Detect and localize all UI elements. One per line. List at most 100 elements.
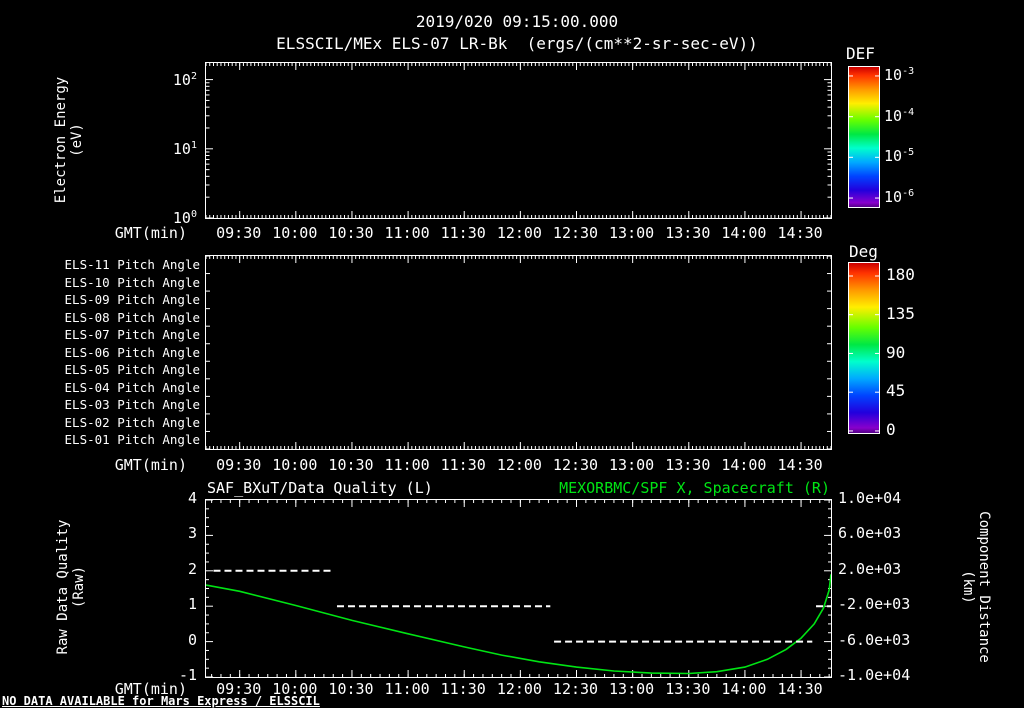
cb-tick-base: 10 [884,66,903,84]
pitch-angle-plot-area [206,256,831,449]
y-tick-base: 10 [172,71,191,89]
deg-colorbar-tick-label: 180 [886,265,915,284]
pitch-angle-row-label: ELS-03 Pitch Angle [64,397,200,413]
y-tick-exponent: 1 [190,140,197,151]
energy-axis-title: Electron Energy (eV) [53,40,87,240]
quality-distance-panel [205,499,832,678]
x-tick-label: 10:00 [272,456,318,474]
x-tick-label: 12:00 [496,224,542,242]
gmt-axis-label: GMT(min) [114,680,187,698]
x-tick-label: 12:00 [496,680,542,698]
x-tick-label: 13:30 [665,224,711,242]
x-tick-label: 14:00 [721,456,767,474]
def-colorbar [848,66,880,208]
quality-y-tick-label: 3 [187,524,197,543]
y-tick-exponent: 0 [190,209,197,220]
x-tick-label: 09:30 [216,456,262,474]
deg-colorbar-tick-label: 0 [886,420,896,439]
energy-y-tick-label: 100 [140,209,197,227]
no-data-notice: NO DATA AVAILABLE for Mars Express / ELS… [2,694,320,708]
x-tick-label: 14:00 [721,680,767,698]
deg-colorbar-tick-label: 90 [886,342,906,362]
pitch-angle-row-label: ELS-09 Pitch Angle [64,292,200,308]
distance-y-tick-label: 6.0e+03 [838,524,902,543]
y-tick-exponent: 2 [190,71,197,82]
def-colorbar-tick-label: 10-4 [884,107,954,125]
x-tick-label: 12:30 [552,680,599,698]
def-colorbar-title: DEF [846,44,875,63]
quality-y-tick-label: -1 [178,666,197,684]
x-tick-label: 11:30 [440,224,486,242]
def-colorbar-tick-label: 10-6 [884,188,954,206]
x-tick-label: 14:30 [777,680,823,698]
quality-y-tick-label: 0 [187,630,197,649]
cb-tick-base: 10 [884,188,903,206]
x-tick-label: 11:00 [384,224,430,242]
x-tick-label: 13:00 [609,456,655,474]
distance-y-tick-label: 1.0e+04 [838,489,902,507]
pitch-angle-row-label: ELS-08 Pitch Angle [64,309,200,325]
x-tick-label: 10:30 [328,680,374,698]
quality-series-title: SAF_BXuT/Data Quality (L) [207,479,433,497]
distance-y-tick-label: -6.0e+03 [838,630,911,649]
y-tick-base: 10 [172,209,191,227]
distance-axis-title-line1: Component Distance [976,511,992,663]
deg-colorbar-tick-label: 45 [886,381,906,401]
x-axis-labels-quality: 09:30 10:00 10:30 11:00 11:30 12:00 12:30 13:00… [205,680,830,698]
x-tick-label: 10:00 [272,224,318,242]
distance-y-tick-label: 2.0e+03 [838,559,902,578]
distance-axis-title-line2: (km) [960,570,976,604]
colorbar-ticks [849,75,879,199]
spectrogram-plot-area [206,63,831,218]
pitch-angle-row-label: ELS-02 Pitch Angle [64,414,200,430]
x-tick-label: 09:30 [216,224,262,242]
x-tick-label: 10:30 [328,224,374,242]
quality-distance-plot-area [206,500,831,677]
x-tick-label: 12:00 [496,456,542,474]
x-tick-label: 13:30 [665,456,711,474]
quality-axis-title-line2: (Raw) [71,565,87,609]
x-tick-label: 12:30 [552,456,599,474]
distance-y-tick-label: -2.0e+03 [838,595,911,614]
deg-colorbar-title: Deg [849,242,878,261]
x-tick-label: 10:00 [272,680,318,698]
x-tick-label: 11:00 [384,456,430,474]
quality-y-tick-label: 1 [187,595,197,614]
pitch-angle-row-label: ELS-01 Pitch Angle [64,432,200,448]
pitch-angle-row-label: ELS-04 Pitch Angle [64,379,200,395]
x-tick-label: 13:30 [665,680,711,698]
pitch-angle-panel [205,255,832,450]
x-tick-label: 13:00 [609,680,655,698]
x-tick-label: 14:00 [721,224,767,242]
gmt-axis-label: GMT(min) [114,224,187,242]
x-axis-labels-pitch: 09:30 10:00 10:30 11:00 11:30 12:00 12:30 13:00… [205,456,830,474]
distance-y-tick-label: -1.0e+04 [838,666,911,684]
deg-colorbar [848,262,880,434]
spacecraft-series-title: MEXORBMC/SPF X, Spacecraft (R) [559,479,830,497]
energy-y-tick-label: 102 [140,71,197,89]
x-tick-label: 11:30 [440,680,486,698]
x-tick-label: 12:30 [552,224,599,242]
cb-tick-exponent: -5 [902,147,915,158]
cb-tick-exponent: -4 [902,107,915,118]
pitch-angle-row-labels: ELS-11 Pitch Angle ELS-10 Pitch Angle ELS-… [58,256,200,449]
spacecraft-x-curve [206,574,831,675]
plot-timestamp-title: 2019/020 09:15:00.000 [415,12,619,31]
x-axis-labels-energy: 09:30 10:00 10:30 11:00 11:30 12:00 12:30 13:00… [205,224,830,242]
x-tick-label: 11:00 [384,680,430,698]
pitch-angle-row-label: ELS-11 Pitch Angle [64,257,200,272]
plot-main-title: ELSSCIL/MEx ELS-07 LR-Bk (ergs/(cm**2-sr… [276,34,758,53]
gmt-axis-label: GMT(min) [114,456,187,474]
quality-y-tick-label: 2 [187,559,197,578]
energy-axis-title-line2: (eV) [69,123,85,157]
deg-colorbar-tick-label: 135 [886,303,915,323]
energy-y-tick-label: 101 [140,140,197,158]
pitch-angle-row-label: ELS-05 Pitch Angle [64,362,200,378]
x-tick-label: 13:00 [609,224,655,242]
def-colorbar-tick-label: 10-5 [884,147,954,165]
x-tick-label: 09:30 [216,680,262,698]
x-tick-label: 10:30 [328,456,374,474]
x-tick-label: 14:30 [777,224,823,242]
quality-y-tick-label: 4 [187,489,197,507]
